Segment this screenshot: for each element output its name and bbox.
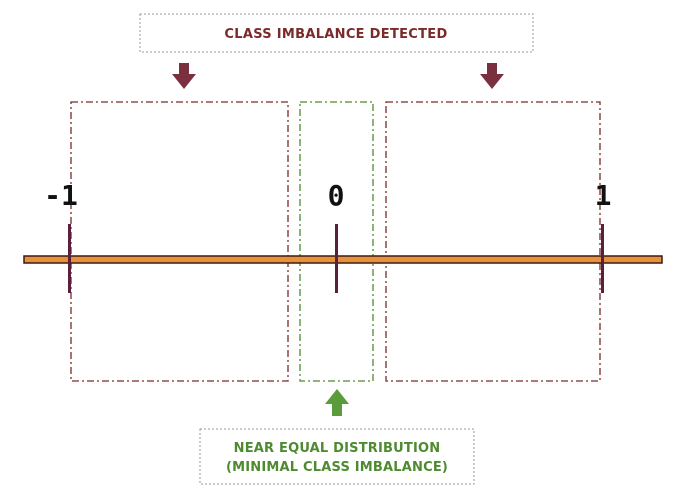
down-arrow-icon-left — [172, 63, 196, 89]
tick-mark-zero — [335, 224, 338, 293]
bottom-label-box — [199, 428, 475, 485]
balanced-region-center — [299, 101, 374, 382]
top-label: CLASS IMBALANCE DETECTED — [224, 27, 447, 42]
tick-label-zero: 0 — [328, 179, 345, 212]
imbalance-region-right — [385, 101, 601, 382]
imbalance-region-left — [70, 101, 289, 382]
top-label-box — [139, 13, 534, 53]
up-arrow-icon — [325, 389, 349, 416]
bottom-label-line2: (MINIMAL CLASS IMBALANCE) — [226, 460, 448, 475]
bottom-label-line1: NEAR EQUAL DISTRIBUTION — [234, 441, 441, 456]
tick-label-one: 1 — [595, 179, 612, 212]
tick-mark-one — [601, 224, 604, 293]
number-line-axis — [23, 255, 663, 264]
tick-label-minus-one: -1 — [44, 179, 78, 212]
tick-mark-minus-one — [68, 224, 71, 293]
down-arrow-icon-right — [480, 63, 504, 89]
